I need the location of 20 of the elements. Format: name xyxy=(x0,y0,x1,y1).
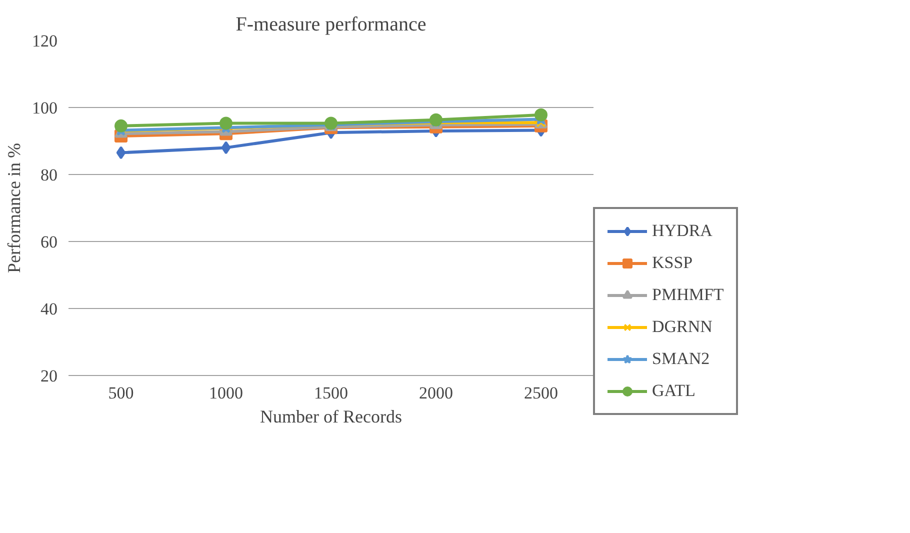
y-axis-title: Performance in % xyxy=(4,143,24,273)
x-axis-title: Number of Records xyxy=(260,406,402,426)
legend-label: KSSP xyxy=(652,253,693,273)
y-tick-label: 40 xyxy=(40,300,58,318)
legend-label: GATL xyxy=(652,381,696,401)
legend-label: SMAN2 xyxy=(652,349,710,369)
x-tick-label: 2500 xyxy=(524,384,558,402)
x-tick-label: 500 xyxy=(108,384,134,402)
y-tick-label: 120 xyxy=(32,32,58,50)
x-tick-label: 2000 xyxy=(419,384,453,402)
x-tick-label: 1000 xyxy=(209,384,243,402)
y-tick-label: 60 xyxy=(40,232,58,252)
x-tick-label: 1500 xyxy=(314,384,348,402)
y-tick-label: 100 xyxy=(32,98,58,118)
legend-label: DGRNN xyxy=(652,317,712,337)
y-tick-label: 20 xyxy=(40,366,58,386)
legend-label: HYDRA xyxy=(652,221,712,241)
legend-label: PMHMFT xyxy=(652,285,724,305)
chart-title: F-measure performance xyxy=(236,14,426,36)
y-tick-label: 80 xyxy=(40,166,58,184)
